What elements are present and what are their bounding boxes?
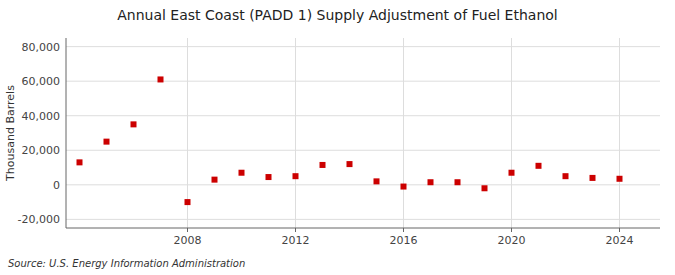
point [158, 76, 164, 82]
x-tick-label: 2012 [282, 234, 310, 247]
point [536, 163, 542, 169]
point [320, 162, 326, 168]
point [482, 185, 488, 191]
point [347, 161, 353, 167]
grid-line [66, 115, 660, 116]
point [455, 179, 461, 185]
title: Annual East Coast (PADD 1) Supply Adjust… [117, 7, 558, 23]
y-tick-label: 20,000 [22, 144, 61, 157]
background [0, 0, 675, 275]
grid-line [66, 184, 660, 185]
x-tick-label: 2024 [606, 234, 634, 247]
point [239, 170, 245, 176]
point [104, 139, 110, 145]
grid-line [511, 38, 512, 228]
grid-line [66, 219, 660, 220]
point [293, 173, 299, 179]
x-tick [511, 228, 512, 232]
point [212, 177, 218, 183]
x-tick-label: 2008 [174, 234, 202, 247]
point [266, 174, 272, 180]
grid-line [403, 38, 404, 228]
point [401, 184, 407, 190]
point [185, 199, 191, 205]
y-tick-label: 40,000 [22, 110, 61, 123]
grid-line [66, 150, 660, 151]
grid-line [619, 38, 620, 228]
point [563, 173, 569, 179]
point [374, 178, 380, 184]
y-tick-label: -20,000 [18, 213, 60, 226]
grid-line [66, 46, 660, 47]
plot-area [77, 76, 623, 205]
x-tick-label: 2020 [498, 234, 526, 247]
y-tick-label: 0 [53, 179, 60, 192]
x-axis-line [66, 228, 660, 229]
point [617, 176, 623, 182]
source: Source: U.S. Energy Information Administ… [8, 258, 245, 269]
x-tick-label: 2016 [390, 234, 418, 247]
x-tick [403, 228, 404, 232]
x-tick [295, 228, 296, 232]
point [77, 159, 83, 165]
x-tick [619, 228, 620, 232]
y-tick-label: 60,000 [22, 75, 61, 88]
y-tick-label: 80,000 [22, 41, 61, 54]
point [590, 175, 596, 181]
x-tick [187, 228, 188, 232]
y-axis-line [66, 38, 67, 228]
grid-line [66, 81, 660, 82]
point [428, 179, 434, 185]
grid-line [295, 38, 296, 228]
point [131, 121, 137, 127]
y-axis-label: Thousand Barrels [4, 85, 17, 182]
point [509, 170, 515, 176]
